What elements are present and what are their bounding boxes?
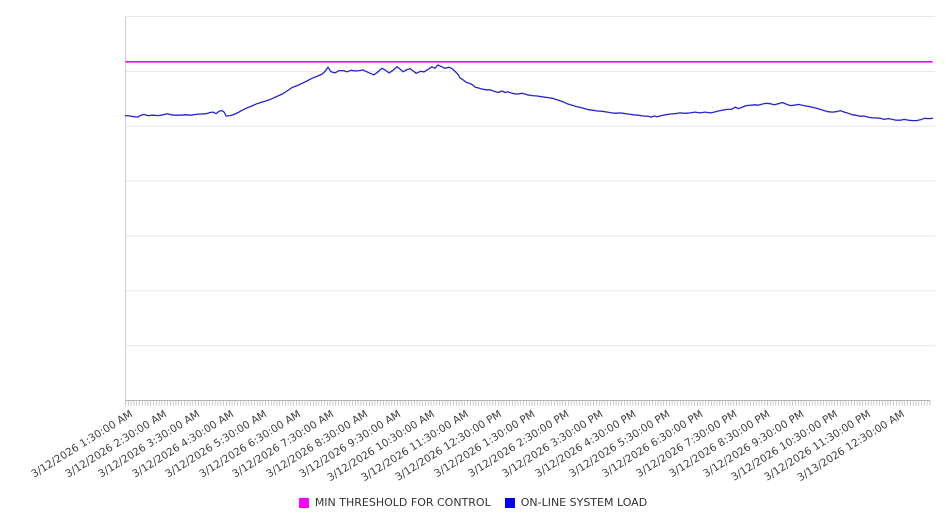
load-series-line <box>124 64 934 122</box>
x-axis-minor-ticks <box>125 400 931 406</box>
legend-label-min-threshold: MIN THRESHOLD FOR CONTROL <box>314 496 491 509</box>
legend-label-online-load: ON-LINE SYSTEM LOAD <box>520 496 648 509</box>
legend-item-online-load: ON-LINE SYSTEM LOAD <box>504 496 648 509</box>
legend-item-min-threshold: MIN THRESHOLD FOR CONTROL <box>298 496 491 509</box>
legend-swatch-online-load-icon <box>504 497 515 508</box>
legend: MIN THRESHOLD FOR CONTROL ON-LINE SYSTEM… <box>0 496 946 509</box>
legend-swatch-min-threshold-icon <box>298 497 309 508</box>
gridlines <box>125 16 935 347</box>
